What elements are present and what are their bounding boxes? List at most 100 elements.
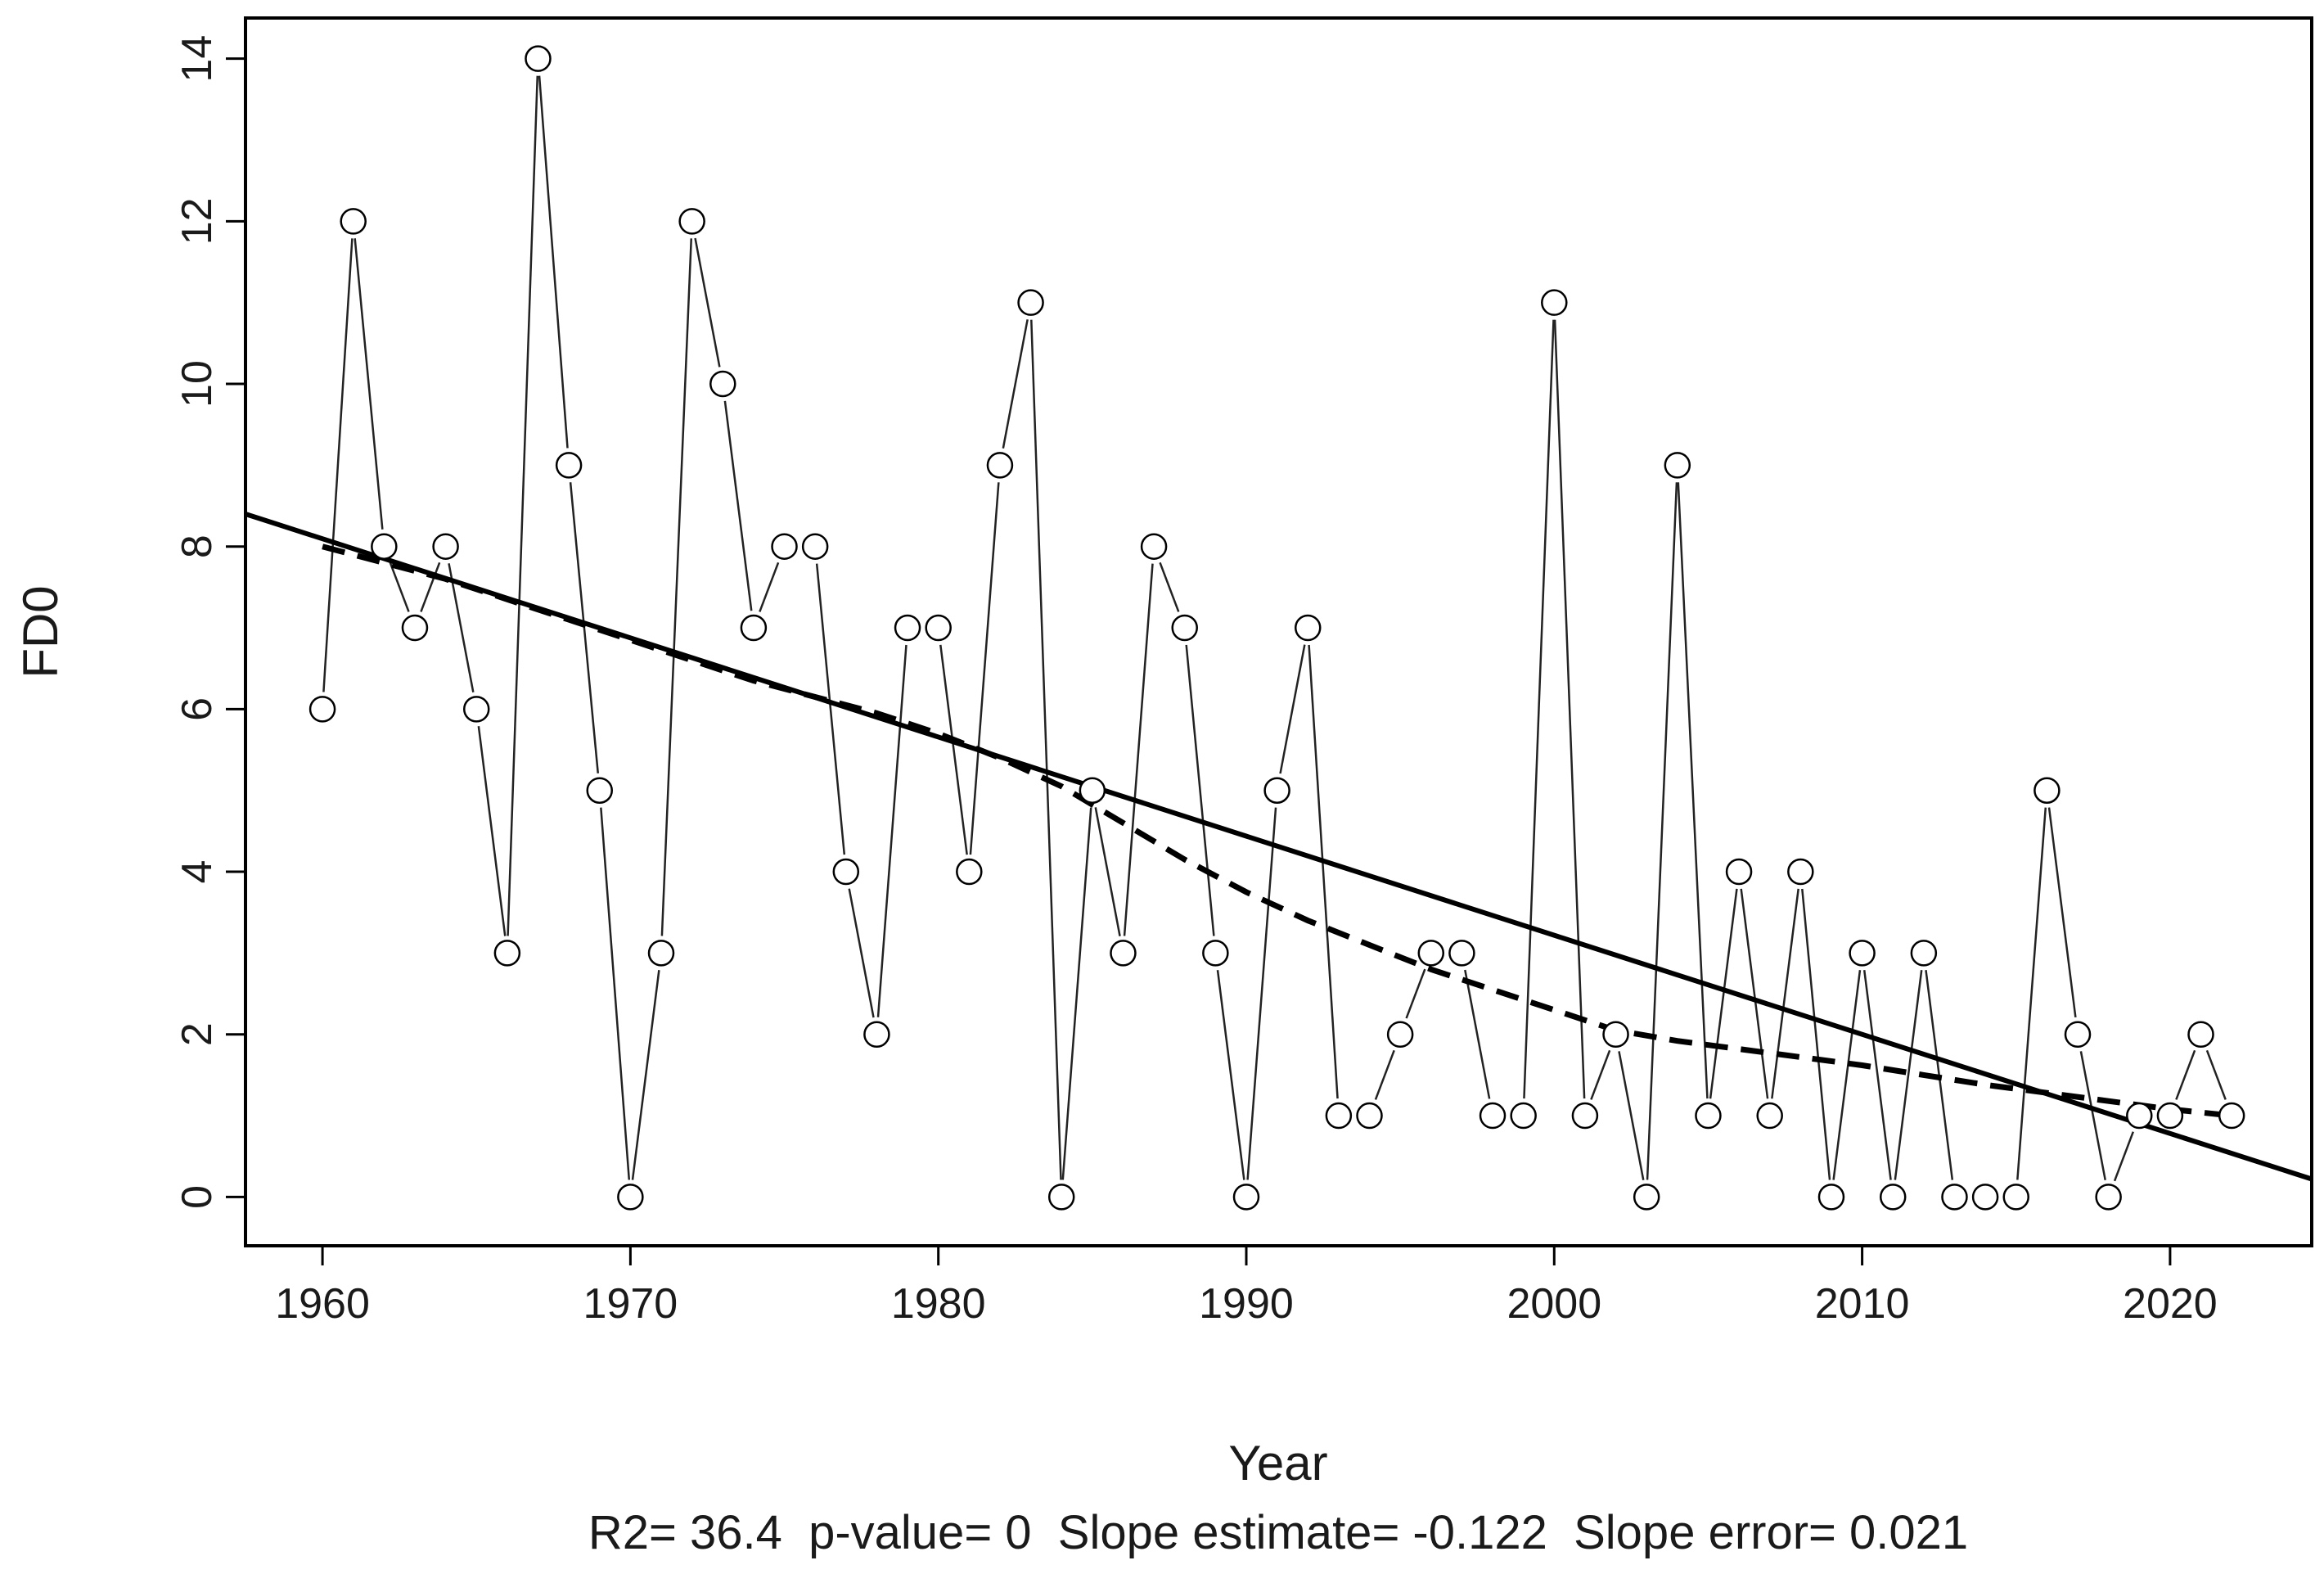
observed-line-segment <box>2205 1049 2227 1100</box>
data-point <box>1633 1184 1660 1211</box>
observed-line-segment <box>322 238 354 692</box>
data-point <box>1571 1102 1599 1130</box>
data-point <box>832 858 860 886</box>
data-point <box>555 452 583 479</box>
observed-line-segment <box>1801 888 1831 1180</box>
data-point <box>956 858 983 886</box>
observed-line-segment <box>1159 561 1180 612</box>
observed-line-segment <box>389 561 410 612</box>
data-point <box>1202 940 1229 967</box>
observed-line-segment <box>507 75 539 936</box>
data-point <box>1879 1184 1907 1211</box>
data-point <box>432 533 459 560</box>
linear-trend-line <box>245 512 2313 1182</box>
y-tick-label: 4 <box>173 860 221 884</box>
observed-line-segment <box>1590 1049 1611 1100</box>
data-point <box>1602 1021 1629 1048</box>
x-tick-label: 2000 <box>1507 1280 1601 1328</box>
data-point <box>647 940 675 967</box>
observed-line-segment <box>694 237 721 368</box>
data-point <box>1448 940 1475 967</box>
data-point <box>1510 1102 1537 1130</box>
data-point <box>1479 1102 1507 1130</box>
y-tick-label: 10 <box>173 360 221 408</box>
observed-line-segment <box>448 563 475 692</box>
data-point <box>1386 1021 1414 1048</box>
plot-area <box>245 45 2313 1211</box>
data-point <box>1325 1102 1353 1130</box>
data-point <box>493 940 521 967</box>
y-tick-label: 0 <box>173 1185 221 1209</box>
x-axis: 1960 1970 1980 1990 2000 2010 2020 <box>275 1244 2218 1328</box>
data-point <box>1263 777 1290 804</box>
data-point <box>1695 1102 1722 1130</box>
x-tick-label: 1970 <box>583 1280 678 1328</box>
data-point <box>1356 1102 1383 1130</box>
data-point <box>1140 533 1168 560</box>
observed-line-segment <box>876 644 908 1017</box>
data-point <box>2002 1184 2029 1211</box>
observed-line-segment <box>1464 969 1491 1099</box>
data-point <box>1664 452 1691 479</box>
data-point <box>340 208 367 235</box>
observed-line-segment <box>1740 888 1769 1099</box>
y-tick-label: 6 <box>173 697 221 721</box>
y-tick-label: 12 <box>173 197 221 245</box>
data-point <box>1941 1184 1968 1211</box>
observed-line-segment <box>2113 1131 2134 1182</box>
data-point <box>1171 614 1198 642</box>
data-point <box>2034 777 2061 804</box>
y-tick-label: 8 <box>173 534 221 558</box>
observed-line-segment <box>1216 970 1245 1180</box>
observed-line-segment <box>1061 807 1092 1180</box>
y-tick-label: 14 <box>173 35 221 83</box>
observed-line-segment <box>2175 1049 2196 1100</box>
observed-line-segment <box>420 561 441 612</box>
observed-line-segment <box>1709 888 1738 1099</box>
data-point <box>309 696 336 723</box>
observed-line-segment <box>1553 319 1586 1099</box>
observed-line-segment <box>2079 1051 2106 1180</box>
y-axis: 0 2 4 6 8 10 12 14 <box>173 35 247 1209</box>
data-point <box>462 696 490 723</box>
data-point <box>986 452 1014 479</box>
data-point <box>1787 858 1814 886</box>
smoothed-trend-curve <box>322 543 2232 1119</box>
observed-line-segment <box>2047 807 2077 1018</box>
data-point <box>1971 1184 1999 1211</box>
statistics-footer: R2= 36.4 p-value= 0 Slope estimate= -0.1… <box>588 1506 1968 1559</box>
observed-line-segment <box>2016 807 2047 1180</box>
observed-line-segment <box>354 238 384 530</box>
data-point <box>801 533 829 560</box>
y-axis-title: FD0 <box>13 585 68 678</box>
data-point <box>863 1021 890 1048</box>
data-point <box>2156 1102 2184 1130</box>
observed-line-segment <box>1771 888 1799 1099</box>
observed-line-segment <box>939 644 968 855</box>
observed-line-segment <box>1185 644 1215 936</box>
observed-line-segment <box>1123 563 1154 936</box>
data-point <box>1047 1184 1075 1211</box>
observed-line-segment <box>1894 970 1923 1180</box>
observed-line-segment <box>815 563 846 855</box>
observed-line-segment <box>569 482 600 773</box>
data-point <box>1417 940 1445 967</box>
data-point <box>2126 1102 2153 1130</box>
observed-line-segment <box>1832 970 1862 1180</box>
data-point <box>925 614 952 642</box>
data-point <box>525 45 552 72</box>
observed-line-segment <box>1862 970 1892 1180</box>
observed-line-segment <box>1618 1051 1645 1180</box>
data-point <box>1079 777 1106 804</box>
observed-line-segment <box>1308 644 1339 1099</box>
data-point <box>771 533 798 560</box>
x-axis-title: Year <box>1228 1436 1327 1491</box>
observed-line-segment <box>1279 644 1306 774</box>
data-point <box>1725 858 1753 886</box>
data-point <box>678 208 705 235</box>
x-tick-label: 2020 <box>2123 1280 2218 1328</box>
observed-line-segment <box>631 970 660 1180</box>
data-point <box>1849 940 1876 967</box>
observed-line-segment <box>1646 482 1678 1180</box>
observed-line-segment <box>969 482 1000 855</box>
